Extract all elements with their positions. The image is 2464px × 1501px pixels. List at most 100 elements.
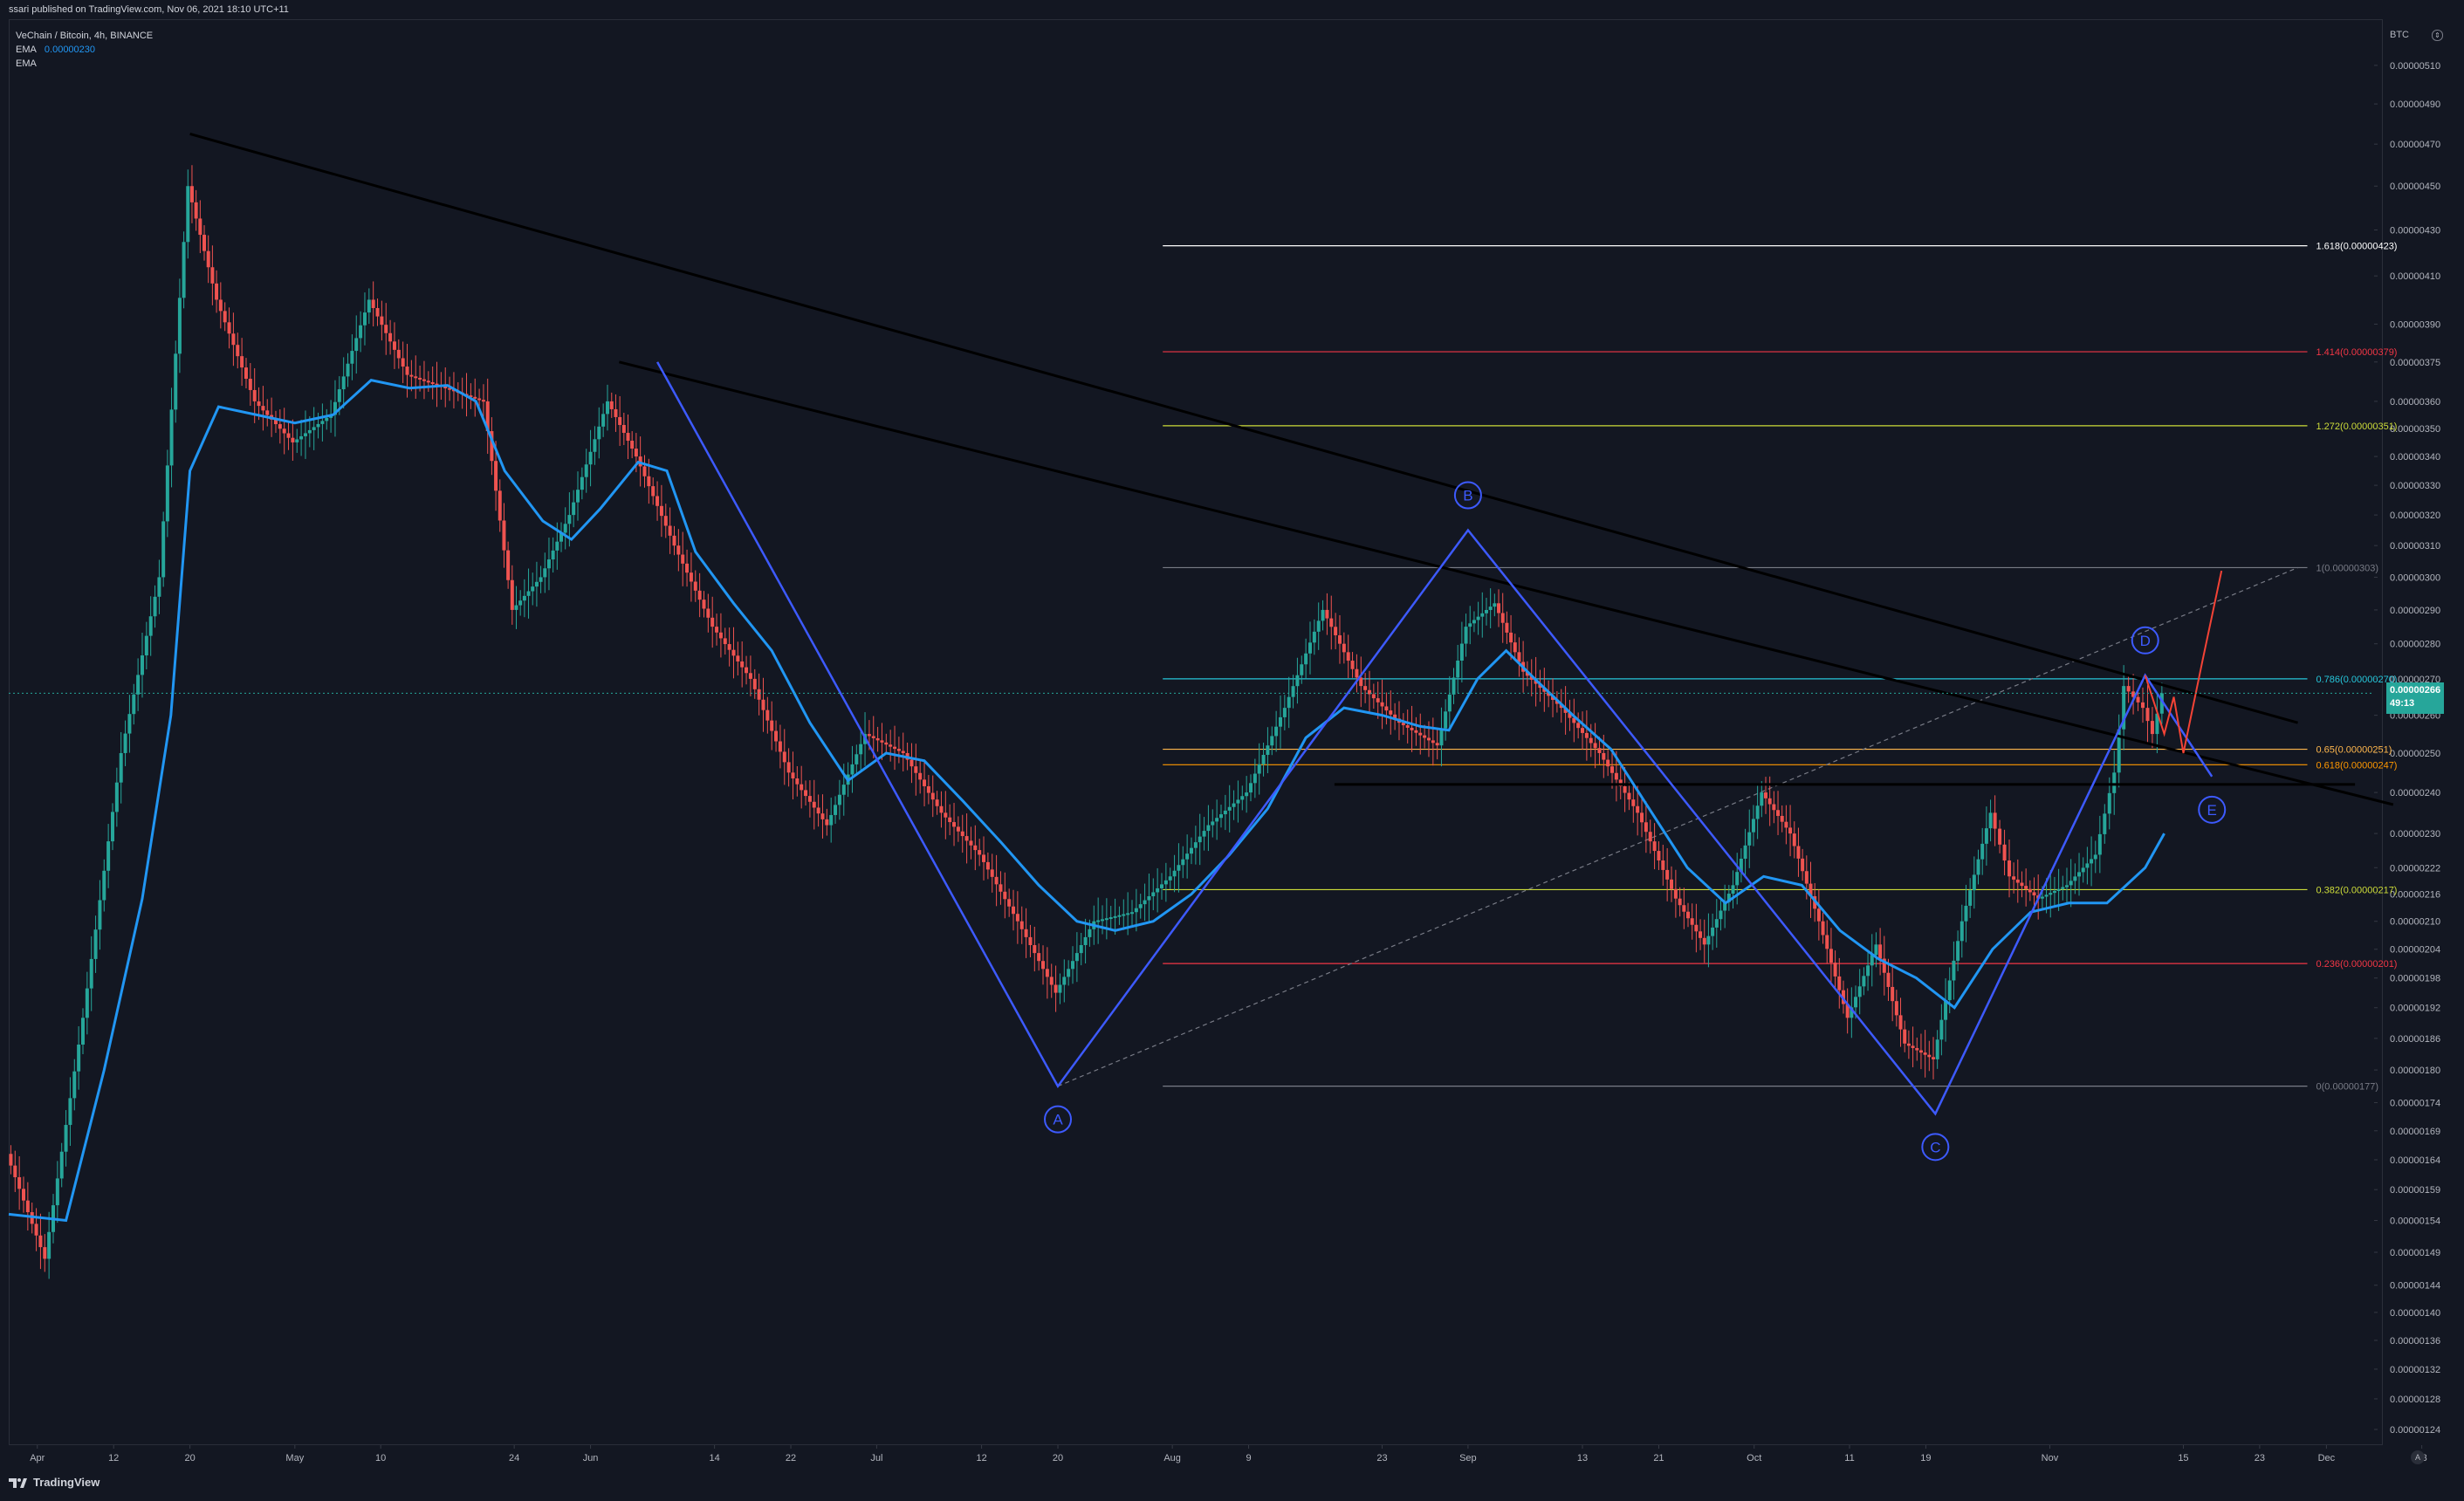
candle-body xyxy=(1083,936,1088,945)
x-axis-tick-label: Sep xyxy=(1459,1453,1477,1463)
y-axis-tick-label: 0.00000192 xyxy=(2390,1004,2440,1014)
candle-body xyxy=(1944,1000,1948,1020)
candle-body xyxy=(791,772,795,778)
candle-body xyxy=(1644,822,1648,833)
candle-body xyxy=(1690,918,1694,925)
candle-body xyxy=(1918,1050,1923,1053)
candle-body xyxy=(1447,694,1452,712)
candle-body xyxy=(812,801,816,808)
candle-body xyxy=(2064,885,2069,888)
candle-body xyxy=(546,559,551,569)
candle-body xyxy=(1661,860,1665,870)
candle-body xyxy=(80,1018,85,1045)
candle-body xyxy=(1906,1043,1911,1046)
x-axis-tick-label: 20 xyxy=(1053,1453,1063,1463)
trendline xyxy=(189,133,2298,724)
ema-row-2[interactable]: EMA xyxy=(16,57,158,71)
candle-body xyxy=(1261,755,1266,764)
y-axis-tick-label: 0.00000222 xyxy=(2390,863,2440,874)
candle-body xyxy=(1410,727,1414,730)
candle-body xyxy=(642,466,647,476)
candle-body xyxy=(64,1125,68,1152)
candle-body xyxy=(926,785,930,793)
candle-body xyxy=(1665,869,1670,880)
candle-body xyxy=(1088,929,1092,937)
candle-body xyxy=(1517,652,1521,662)
candle-body xyxy=(1714,919,1719,928)
candle-body xyxy=(388,332,393,342)
pattern-point-marker[interactable] xyxy=(1921,1133,1950,1162)
candle-body xyxy=(2097,833,2102,855)
candle-body xyxy=(153,596,157,617)
auto-scale-button[interactable]: A xyxy=(2411,1450,2425,1464)
chart-pane[interactable] xyxy=(9,19,2383,1445)
candle-body xyxy=(1476,616,1480,620)
candle-body xyxy=(448,387,452,390)
fib-level-label: 0(0.00000177) xyxy=(2316,1082,2379,1093)
candle-body xyxy=(198,218,202,236)
candle-body xyxy=(1363,686,1368,690)
candle-body xyxy=(1480,613,1485,617)
candle-body xyxy=(618,416,622,425)
candle-body xyxy=(1968,890,1973,906)
candle-body xyxy=(816,807,820,814)
candle-body xyxy=(1033,944,1037,954)
y-axis-tick-label: 0.00000300 xyxy=(2390,572,2440,583)
candle-body xyxy=(2077,872,2082,877)
candle-body xyxy=(223,311,227,323)
candle-body xyxy=(1606,759,1610,767)
candle-body xyxy=(1850,1007,1854,1018)
candle-body xyxy=(736,655,740,661)
candle-body xyxy=(1202,831,1206,837)
pattern-point-marker[interactable] xyxy=(1453,481,1482,510)
candle-body xyxy=(918,772,923,780)
candle-body xyxy=(2122,686,2126,730)
candle-body xyxy=(337,389,341,402)
candle-body xyxy=(1215,818,1219,822)
candle-body xyxy=(1405,725,1410,728)
candle-body xyxy=(1706,936,1711,945)
x-axis-tick-label: Apr xyxy=(30,1453,45,1463)
candle-body xyxy=(502,520,506,551)
y-axis-tick-label: 0.00000198 xyxy=(2390,974,2440,984)
candle-body xyxy=(1563,708,1568,713)
candle-body xyxy=(231,333,236,346)
x-axis-tick-label: Jul xyxy=(870,1453,882,1463)
candle-body xyxy=(944,812,948,818)
candle-body xyxy=(563,524,567,533)
pattern-point-marker[interactable] xyxy=(2131,626,2159,655)
candle-body xyxy=(1468,623,1472,627)
candle-body xyxy=(1198,836,1202,843)
pattern-point-marker[interactable] xyxy=(2198,795,2227,824)
candle-body xyxy=(1355,668,1359,678)
candle-body xyxy=(1568,712,1572,718)
pattern-point-label: C xyxy=(1930,1139,1940,1155)
candle-body xyxy=(1767,798,1772,805)
candle-body xyxy=(68,1098,72,1126)
ema-row-1[interactable]: EMA 0.00000230 xyxy=(16,43,158,57)
pattern-point-marker[interactable] xyxy=(1044,1105,1073,1134)
candle-body xyxy=(119,752,123,783)
scale-toggle-icon[interactable]: ⇕ xyxy=(2432,30,2443,41)
candle-body xyxy=(426,380,430,383)
candle-body xyxy=(1976,859,1980,875)
candle-body xyxy=(1389,710,1393,715)
candle-body xyxy=(718,632,723,639)
fib-level-label: 0.786(0.00000270) xyxy=(2316,675,2398,685)
candle-body xyxy=(1418,732,1423,736)
candle-body xyxy=(1245,792,1249,797)
candle-body xyxy=(1168,876,1172,881)
candle-body xyxy=(702,600,706,609)
candle-body xyxy=(1012,906,1016,915)
y-axis-tick-label: 0.00000375 xyxy=(2390,358,2440,368)
candle-body xyxy=(1130,912,1135,915)
candle-body xyxy=(1380,702,1384,707)
tradingview-logo[interactable]: TradingView xyxy=(9,1476,100,1489)
candle-body xyxy=(2002,844,2007,861)
symbol-row[interactable]: VeChain / Bitcoin, 4h, BINANCE xyxy=(16,29,158,43)
candle-body xyxy=(923,779,927,786)
candle-body xyxy=(1054,984,1058,993)
candle-body xyxy=(2090,859,2094,864)
candle-body xyxy=(663,516,668,526)
